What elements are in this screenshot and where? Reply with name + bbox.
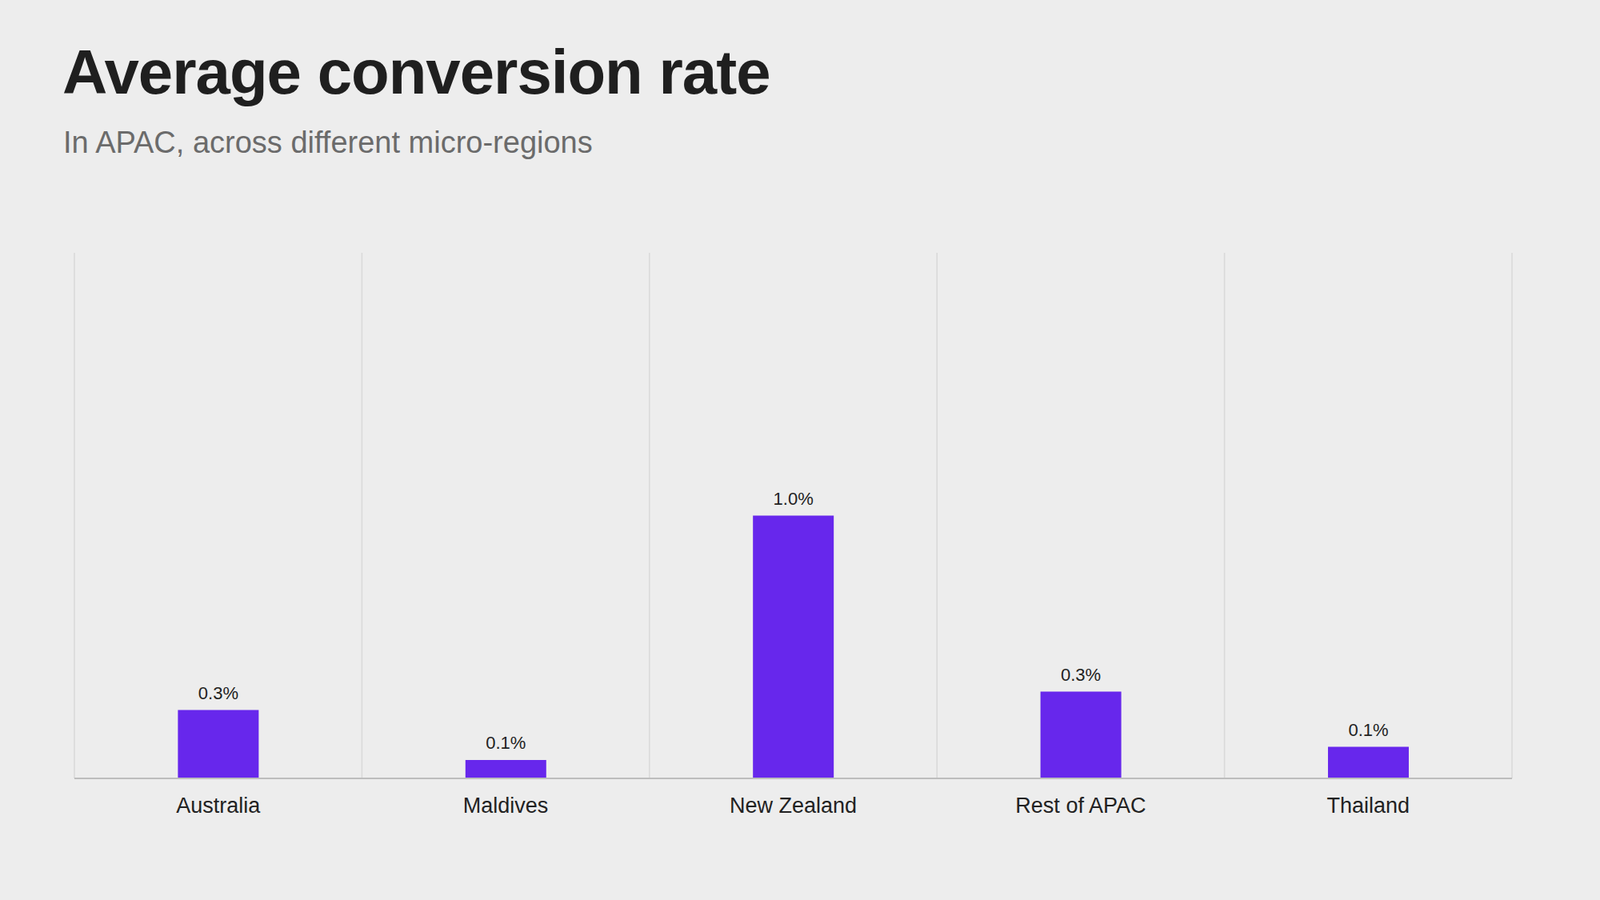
svg-text:Thailand: Thailand [1327, 793, 1411, 818]
svg-text:New Zealand: New Zealand [729, 793, 857, 818]
svg-text:0.3%: 0.3% [1060, 664, 1101, 685]
html-text:In APAC, across different micr: In APAC, across different micro-regions [63, 125, 593, 160]
svg-text:0.1%: 0.1% [485, 732, 526, 753]
svg-text:Maldives: Maldives [463, 793, 549, 818]
svg-text:0.3%: 0.3% [198, 683, 239, 704]
svg-text:Australia: Australia [176, 793, 261, 818]
svg-text:1.0%: 1.0% [773, 488, 814, 509]
svg-text:0.1%: 0.1% [1348, 720, 1388, 740]
svg-text:Rest of APAC: Rest of APAC [1015, 793, 1146, 818]
html-text:Average conversion rate: Average conversion rate [62, 36, 770, 108]
